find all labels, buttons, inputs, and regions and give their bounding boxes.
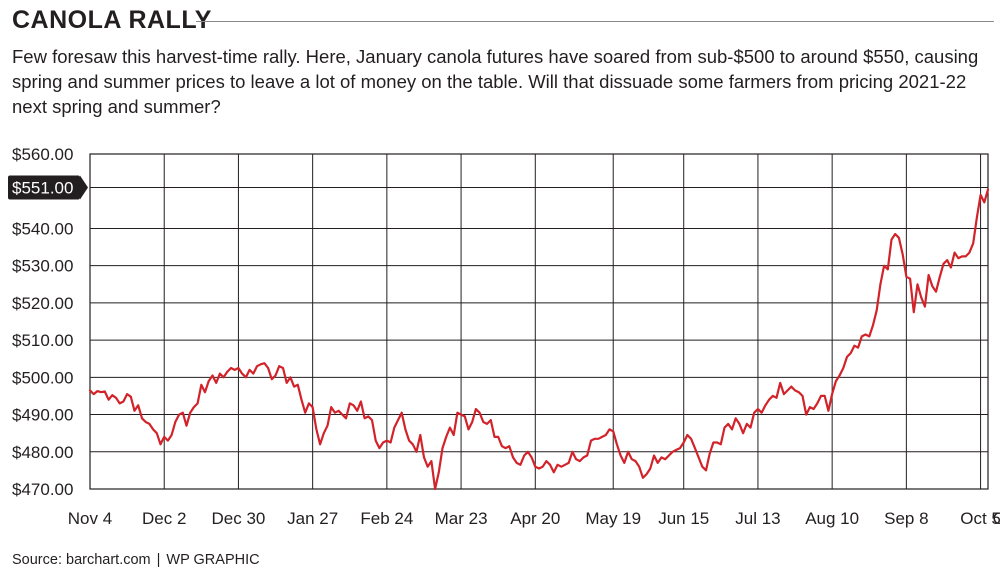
- x-tick-label: Jun 15: [658, 509, 709, 528]
- y-tick-highlight-pointer: [80, 175, 88, 200]
- y-axis-ticks: $470.00 $480.00 $490.00 $500.00 $510.00 $520.…: [8, 145, 88, 499]
- y-tick-label: $510.00: [12, 331, 73, 350]
- y-tick-label: $500.00: [12, 368, 73, 387]
- plot-frame: [89, 153, 989, 490]
- title-rule: [196, 21, 994, 22]
- x-tick-label: Mar 23: [435, 509, 488, 528]
- y-tick-label: $551.00: [12, 179, 73, 198]
- x-tick-label: Dec 2: [142, 509, 186, 528]
- x-tick-label: Dec 30: [211, 509, 265, 528]
- line-chart: $470.00 $480.00 $490.00 $500.00 $510.00 $520.…: [8, 145, 1000, 528]
- chart-title: CANOLA RALLY: [12, 6, 212, 34]
- x-tick-label: Oct 19: [993, 509, 1000, 528]
- y-tick-label: $530.00: [12, 257, 73, 276]
- y-tick-label: $520.00: [12, 294, 73, 313]
- y-tick-label: $480.00: [12, 443, 73, 462]
- y-tick-label: $560.00: [12, 145, 73, 164]
- x-tick-label: Feb 24: [360, 509, 413, 528]
- x-tick-label: Nov 4: [68, 509, 112, 528]
- chart-subtitle: Few foresaw this harvest-time rally. Her…: [12, 46, 979, 117]
- series-line: [88, 188, 990, 491]
- source-text: Source: barchart.com: [12, 552, 151, 568]
- y-tick-label: $540.00: [12, 219, 73, 238]
- x-tick-label: Sep 8: [884, 509, 928, 528]
- x-axis-ticks: Nov 4 Dec 2 Dec 30 Jan 27 Feb 24 Mar 23 Apr 20…: [68, 509, 1000, 528]
- x-tick-label: May 19: [585, 509, 641, 528]
- source-line: Source: barchart.com | WP GRAPHIC: [12, 552, 260, 568]
- y-tick-highlight-bg: [8, 175, 80, 200]
- graphic-credit: WP GRAPHIC: [166, 552, 260, 568]
- x-tick-label: Apr 20: [510, 509, 560, 528]
- series-layer: [88, 188, 990, 491]
- x-tick-label: Oct 5: [960, 509, 1000, 528]
- y-tick-label: $470.00: [12, 480, 73, 499]
- x-tick-label: Jan 27: [287, 509, 338, 528]
- y-tick-label: $490.00: [12, 406, 73, 425]
- x-tick-label: Aug 10: [805, 509, 859, 528]
- source-separator: |: [156, 552, 161, 568]
- x-tick-label: Jul 13: [735, 509, 780, 528]
- grid: [89, 153, 989, 490]
